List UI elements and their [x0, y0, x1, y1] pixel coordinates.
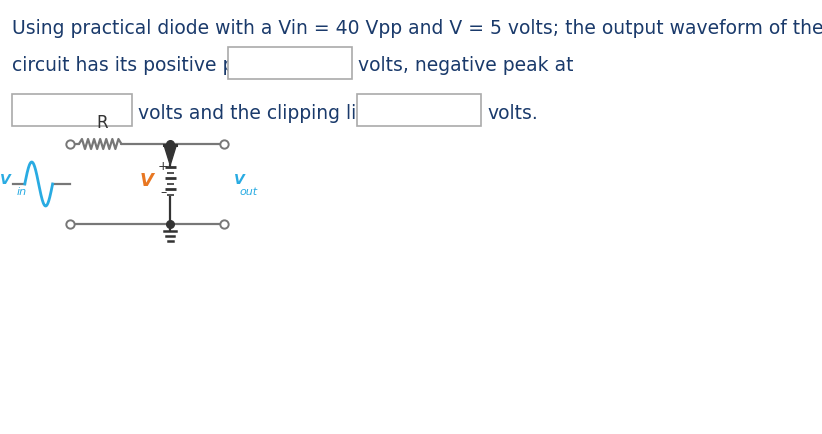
Text: V: V	[139, 172, 153, 190]
Text: circuit has its positive peak at: circuit has its positive peak at	[12, 56, 293, 75]
Text: volts, negative peak at: volts, negative peak at	[358, 56, 574, 75]
Bar	[358, 94, 481, 126]
Text: R: R	[97, 114, 109, 132]
Text: volts and the clipping line is at: volts and the clipping line is at	[138, 104, 425, 123]
Text: V: V	[233, 173, 244, 187]
Bar	[229, 47, 352, 79]
Text: V: V	[0, 173, 11, 187]
Text: out: out	[240, 187, 258, 197]
Polygon shape	[164, 145, 177, 165]
Text: +: +	[158, 160, 169, 172]
Text: –: –	[160, 187, 166, 200]
Bar	[12, 94, 132, 126]
Text: volts.: volts.	[487, 104, 538, 123]
Text: in: in	[17, 187, 27, 197]
Text: Using practical diode with a Vin = 40 Vpp and V = 5 volts; the output waveform o: Using practical diode with a Vin = 40 Vp…	[12, 19, 822, 38]
